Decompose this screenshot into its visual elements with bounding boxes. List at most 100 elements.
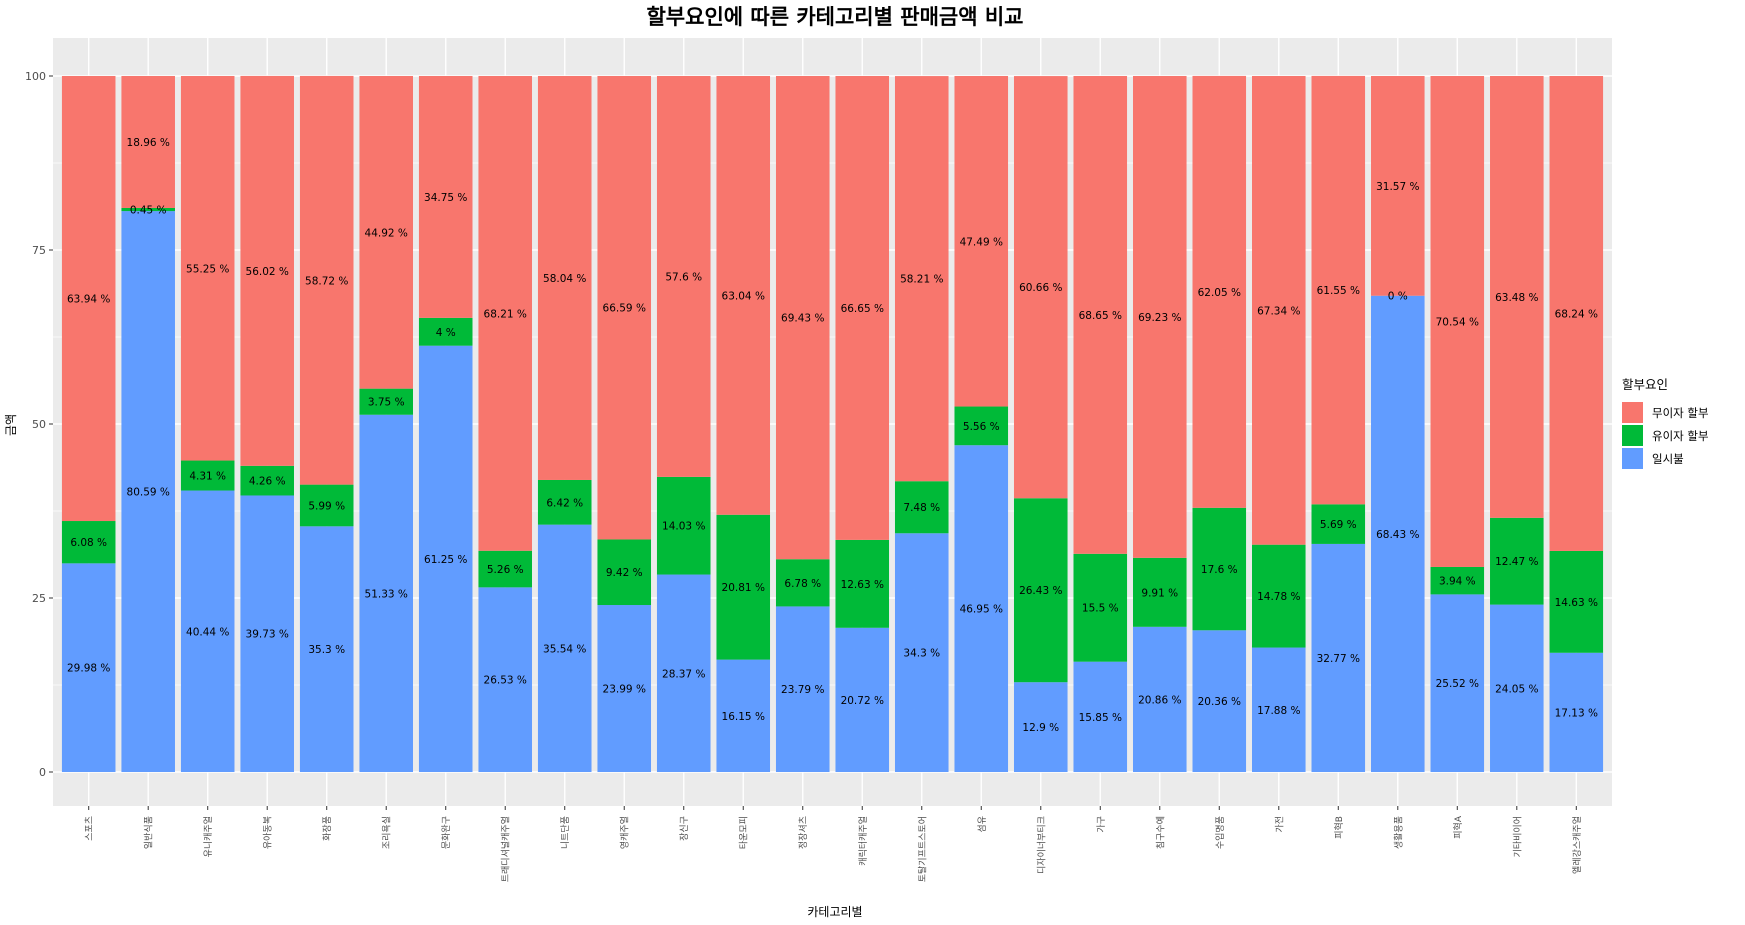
data-label: 32.77 % xyxy=(1317,653,1360,665)
x-tick-label: 일반식품 xyxy=(144,816,155,849)
x-tick-label: 유아동복 xyxy=(263,816,274,849)
bar-segment-1 xyxy=(775,606,830,772)
bar-segment-1 xyxy=(180,490,235,772)
data-label: 6.42 % xyxy=(546,497,583,509)
bar-segment-3 xyxy=(775,76,830,560)
bar-segment-2 xyxy=(1490,517,1544,605)
data-label: 63.04 % xyxy=(722,290,765,302)
data-label: 20.81 % xyxy=(722,582,765,594)
data-label: 69.23 % xyxy=(1138,312,1181,324)
x-tick-label: 기타비이어 xyxy=(1512,816,1523,857)
data-label: 12.63 % xyxy=(841,579,884,591)
x-tick-label: 생활용품 xyxy=(1392,816,1404,849)
y-axis-label: 금액 xyxy=(4,414,18,436)
data-label: 6.08 % xyxy=(70,537,107,549)
bar-segment-2 xyxy=(359,388,413,415)
data-label: 35.3 % xyxy=(308,644,345,656)
x-tick-label: 니트단품 xyxy=(560,816,571,849)
bar-segment-2 xyxy=(1132,557,1187,627)
data-labels: 29.98 % 6.08 % 63.94 % 80.59 % 0.45 % 18.96 %… xyxy=(67,137,1598,734)
data-label: 44.92 % xyxy=(365,227,408,239)
bar-segment-1 xyxy=(954,445,1009,772)
bar-segment-1 xyxy=(894,533,949,772)
legend-swatch xyxy=(1622,448,1643,469)
x-tick-label: 영캐주얼 xyxy=(620,816,631,849)
bar-segment-1 xyxy=(1192,630,1247,772)
data-label: 14.63 % xyxy=(1555,597,1598,609)
bar-segment-2 xyxy=(1013,498,1068,683)
bar-segment-3 xyxy=(1490,76,1544,518)
bar-segment-2 xyxy=(418,317,473,346)
bar-segment-1 xyxy=(1132,626,1187,772)
data-label: 3.94 % xyxy=(1439,576,1476,588)
bar-segment-3 xyxy=(1430,76,1485,567)
bar-segment-1 xyxy=(1549,652,1604,772)
bar-segment-2 xyxy=(597,539,652,606)
x-tick-label: 정장셔츠 xyxy=(798,816,809,849)
x-tick-label: 유니캐주얼 xyxy=(203,816,214,857)
data-label: 0.45 % xyxy=(130,205,167,217)
bar-segment-1 xyxy=(835,627,890,772)
bar-segment-1 xyxy=(359,414,413,772)
bar-segment-3 xyxy=(835,76,890,540)
x-tick-label: 엘레강스캐주얼 xyxy=(1572,816,1583,874)
data-label: 15.85 % xyxy=(1079,712,1122,724)
bar-segment-3 xyxy=(1252,76,1306,545)
y-tick-label: 25 xyxy=(32,592,46,605)
bar-segment-1 xyxy=(1073,661,1128,772)
legend-swatch xyxy=(1622,425,1643,446)
bar-segment-1 xyxy=(716,659,771,772)
y-tick-label: 50 xyxy=(32,418,46,431)
bar-segment-1 xyxy=(121,211,175,772)
bar-segment-2 xyxy=(1252,544,1306,648)
data-label: 18.96 % xyxy=(127,137,170,149)
data-label: 69.43 % xyxy=(781,313,824,325)
bar-segment-3 xyxy=(478,76,533,551)
bar-segment-3 xyxy=(656,76,711,477)
data-label: 66.59 % xyxy=(603,303,646,315)
data-label: 60.66 % xyxy=(1019,282,1062,294)
bar-segment-1 xyxy=(1371,295,1425,772)
data-label: 34.75 % xyxy=(424,192,467,204)
bar-segment-2 xyxy=(716,514,771,660)
bar-segment-3 xyxy=(716,76,771,515)
data-label: 17.6 % xyxy=(1201,564,1238,576)
legend-entry-label: 무이자 할부 xyxy=(1652,406,1709,420)
data-label: 68.65 % xyxy=(1079,310,1122,322)
bar-segment-3 xyxy=(1132,76,1187,558)
bar-segment-3 xyxy=(1192,75,1247,508)
bar-segment-2 xyxy=(954,406,1009,446)
data-label: 40.44 % xyxy=(186,626,229,638)
data-label: 5.69 % xyxy=(1320,519,1357,531)
bar-segment-3 xyxy=(61,76,116,522)
bar-segment-2 xyxy=(835,539,890,628)
data-label: 9.42 % xyxy=(606,567,643,579)
bar-segment-2 xyxy=(537,479,592,525)
x-tick-label: 디자이너부티크 xyxy=(1036,816,1047,874)
data-label: 14.78 % xyxy=(1257,591,1300,603)
data-label: 12.9 % xyxy=(1022,722,1059,734)
data-label: 23.99 % xyxy=(603,684,646,696)
x-tick-label: 캐릭터캐주얼 xyxy=(857,816,869,866)
data-label: 68.24 % xyxy=(1555,308,1598,320)
x-tick-label: 토탈기프트스토어 xyxy=(917,816,928,882)
bar-segment-1 xyxy=(478,587,533,772)
data-label: 47.49 % xyxy=(960,236,1003,248)
data-label: 70.54 % xyxy=(1436,316,1479,328)
data-label: 68.43 % xyxy=(1376,529,1419,541)
bar-segment-1 xyxy=(418,345,473,772)
x-tick-label: 피혁B xyxy=(1334,816,1345,839)
data-label: 46.95 % xyxy=(960,604,1003,616)
data-label: 14.03 % xyxy=(662,521,705,533)
data-label: 61.55 % xyxy=(1317,285,1360,297)
x-tick-label: 수입명품 xyxy=(1214,816,1226,849)
y-tick-label: 0 xyxy=(39,766,46,779)
bar-segment-2 xyxy=(1073,553,1128,662)
data-label: 6.78 % xyxy=(784,578,821,590)
bar-segment-2 xyxy=(121,207,175,212)
bar-segment-3 xyxy=(1371,76,1425,296)
x-tick-label: 피혁A xyxy=(1453,815,1464,839)
data-label: 67.34 % xyxy=(1257,305,1300,317)
bar-segment-1 xyxy=(240,495,294,772)
